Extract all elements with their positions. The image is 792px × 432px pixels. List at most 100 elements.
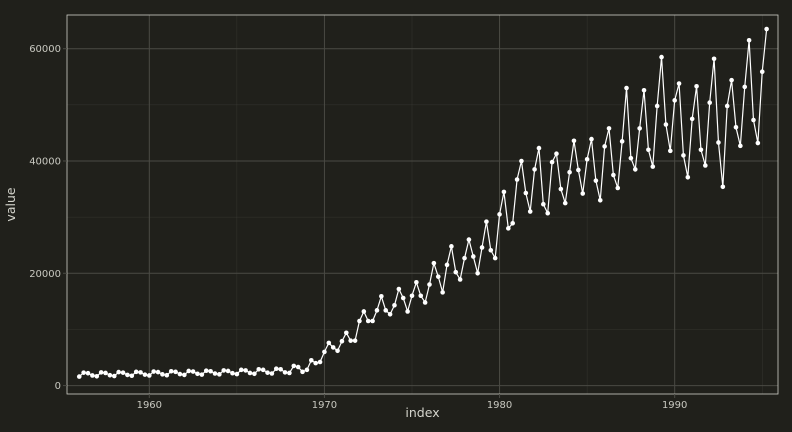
data-point (160, 372, 165, 377)
data-point (685, 174, 691, 180)
panel-border (66, 14, 779, 395)
data-point (554, 151, 559, 156)
data-point (571, 138, 577, 144)
data-point (357, 318, 362, 324)
data-point (252, 371, 257, 377)
data-point (470, 254, 476, 259)
x-tick-label: 1970 (312, 400, 337, 411)
data-point (265, 370, 270, 375)
data-point (751, 117, 756, 123)
data-point (225, 368, 231, 374)
data-point (755, 140, 761, 146)
data-point (173, 369, 178, 375)
data-point (326, 340, 332, 346)
data-point (475, 270, 480, 276)
data-point (541, 201, 546, 207)
x-tick-label: 1960 (137, 400, 162, 411)
data-point (527, 209, 533, 214)
data-point (203, 368, 209, 374)
data-point (703, 163, 708, 168)
data-point (208, 368, 213, 374)
data-point (444, 262, 450, 268)
x-axis-title: index (405, 405, 439, 420)
data-point (295, 364, 301, 370)
data-point (291, 363, 297, 369)
data-point (597, 197, 603, 203)
data-point (107, 372, 113, 378)
data-point (462, 255, 467, 261)
data-point (720, 184, 726, 190)
data-point (352, 338, 358, 343)
data-point (230, 370, 235, 376)
data-point (120, 370, 126, 375)
data-point (94, 374, 100, 379)
data-point (304, 367, 310, 373)
data-point (431, 260, 437, 266)
x-tick-label: 1990 (662, 400, 687, 411)
y-tick-label: 20000 (29, 269, 61, 280)
data-point (182, 372, 187, 378)
data-point (479, 245, 485, 250)
y-axis: 0 20000 40000 60000 (29, 44, 67, 392)
data-point (365, 318, 371, 324)
data-point (619, 139, 625, 144)
data-point (414, 279, 419, 285)
data-point (624, 85, 629, 91)
data-point (116, 369, 121, 375)
data-point (663, 122, 669, 127)
data-point (716, 140, 721, 145)
data-point (348, 338, 354, 343)
data-point (440, 290, 445, 295)
data-point (681, 153, 686, 158)
data-point (195, 371, 200, 377)
data-series (76, 26, 769, 379)
data-point (361, 309, 367, 314)
data-point (646, 147, 651, 153)
data-point (103, 370, 108, 376)
data-point (545, 210, 551, 216)
data-point (260, 367, 266, 373)
data-point (492, 255, 498, 261)
data-point (344, 330, 349, 336)
data-point (190, 369, 196, 374)
data-point (759, 69, 765, 75)
data-point (212, 371, 218, 376)
data-point (129, 373, 135, 379)
data-point (484, 219, 489, 224)
data-point (453, 269, 459, 275)
data-point (309, 358, 314, 363)
data-point (234, 371, 240, 377)
data-point (269, 371, 275, 376)
data-point (273, 366, 279, 372)
data-point (659, 54, 664, 60)
data-point (186, 368, 192, 374)
data-point (580, 191, 586, 196)
data-point (111, 373, 117, 379)
data-point (142, 372, 148, 377)
data-point (405, 309, 410, 314)
data-point (602, 144, 607, 149)
data-point (641, 87, 647, 93)
data-point (247, 370, 253, 376)
data-point (567, 169, 572, 175)
data-point (589, 136, 594, 142)
data-point (650, 164, 656, 169)
data-point (155, 369, 161, 375)
y-axis-title: value (3, 187, 18, 221)
data-point (151, 369, 156, 374)
data-point (147, 373, 152, 378)
data-point (217, 372, 222, 377)
data-point (724, 103, 730, 109)
data-point (457, 277, 463, 282)
y-tick-label: 40000 (29, 156, 61, 167)
data-point (313, 360, 318, 366)
data-point (707, 100, 712, 105)
data-point (466, 237, 472, 242)
data-point (698, 147, 704, 153)
data-point (488, 247, 494, 253)
data-point (238, 367, 244, 373)
data-point (576, 167, 581, 173)
data-point (435, 274, 441, 279)
